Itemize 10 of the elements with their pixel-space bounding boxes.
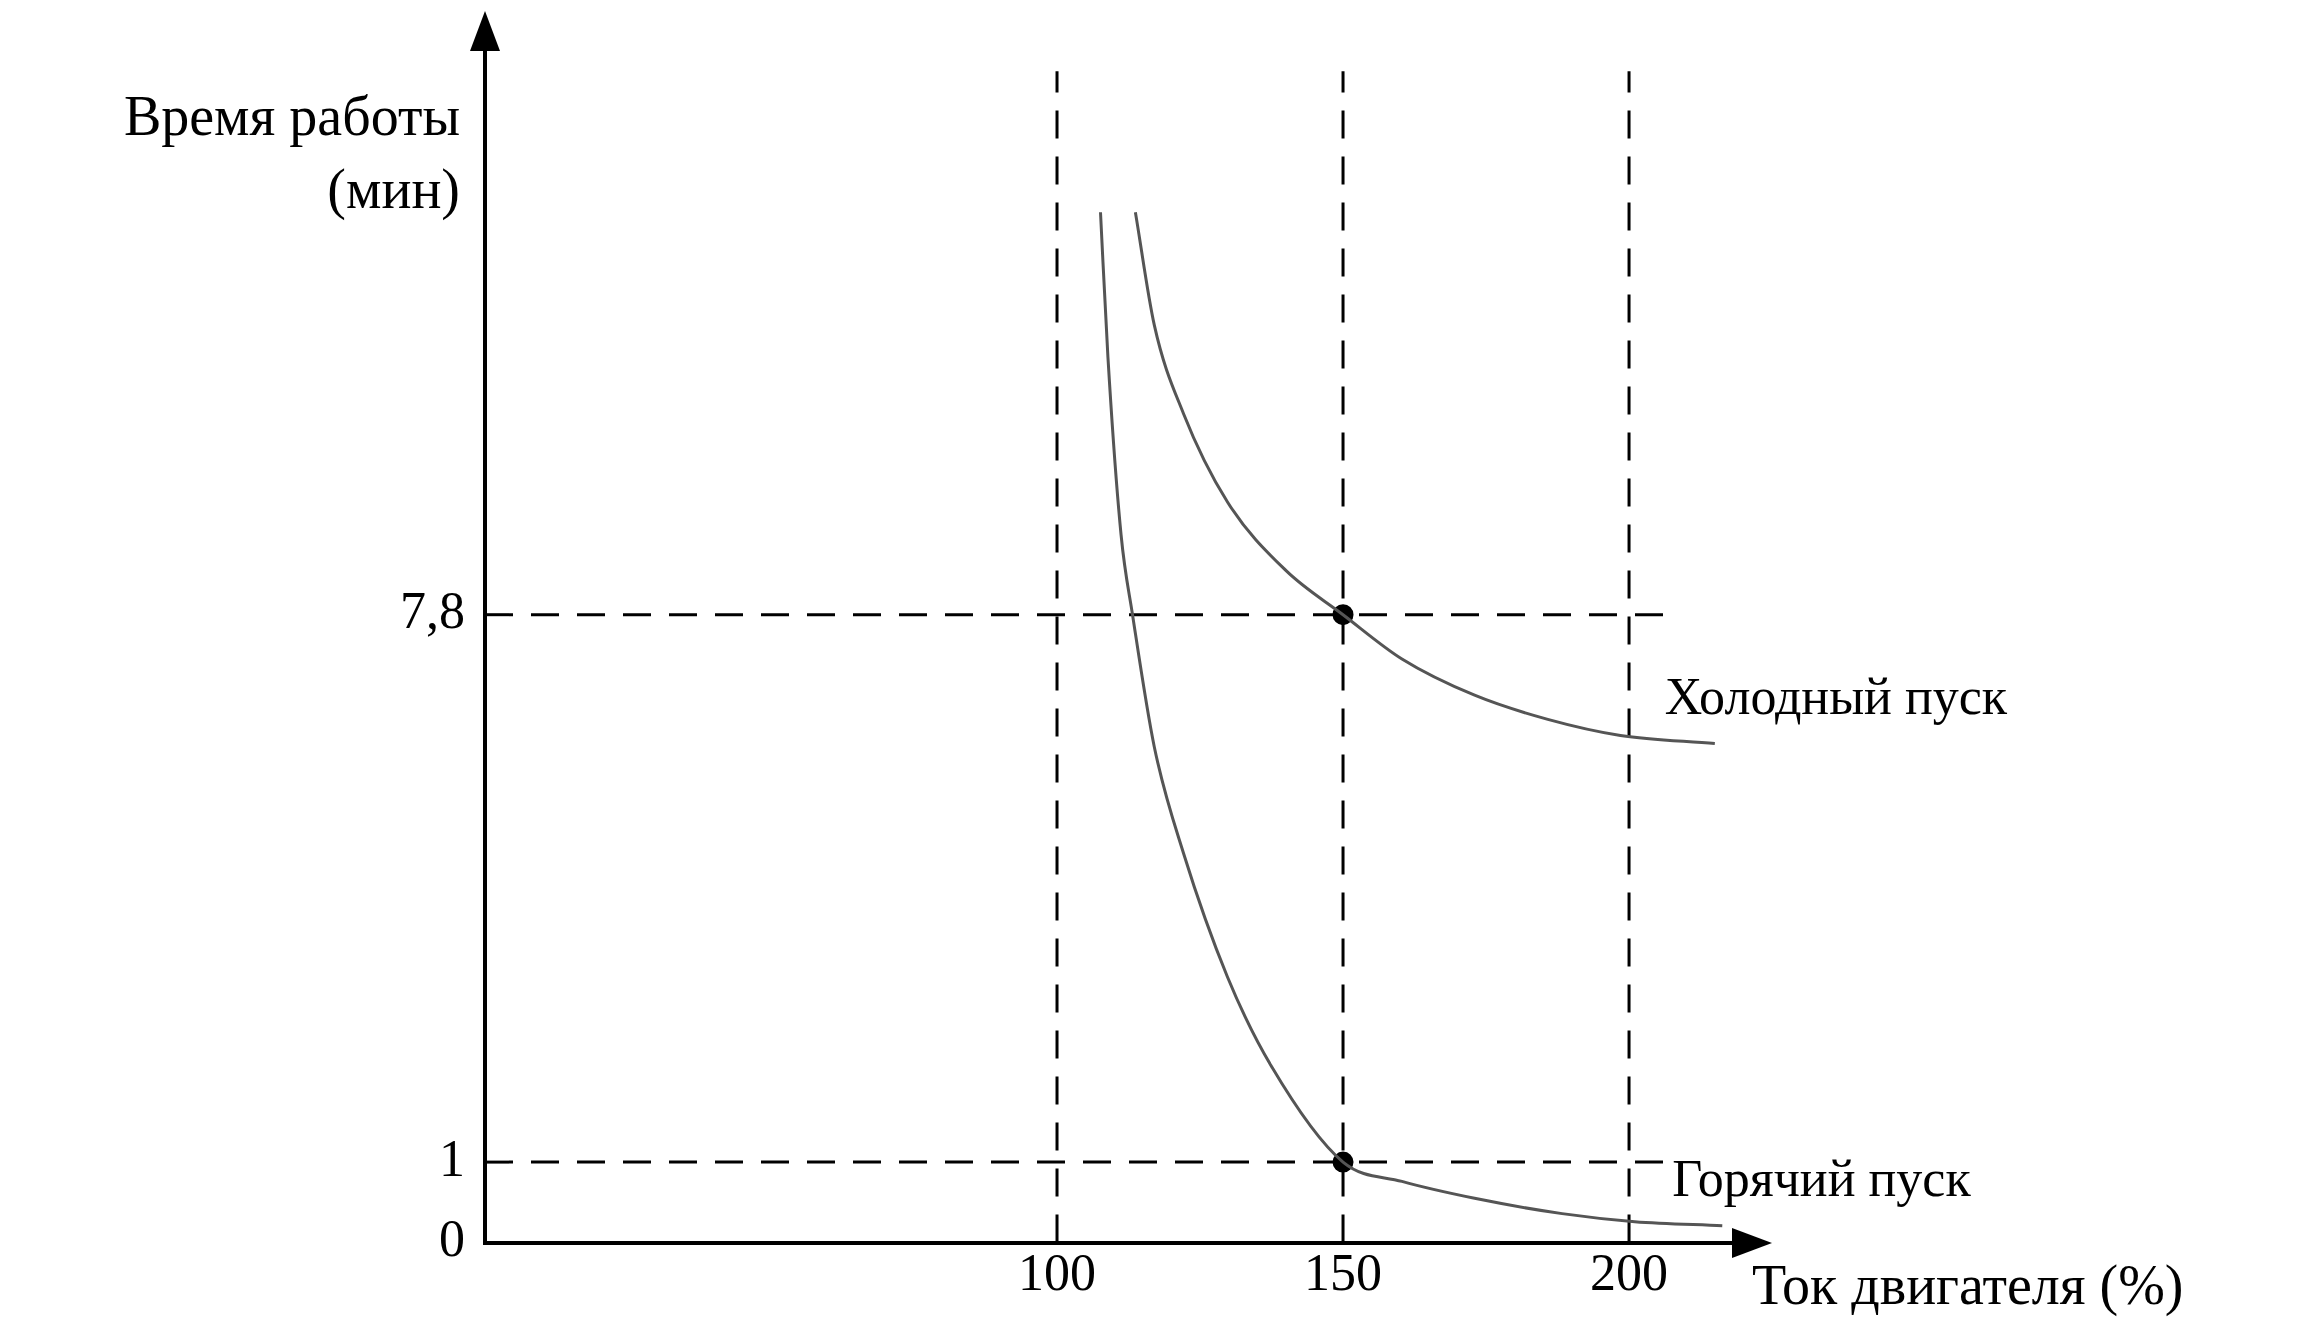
y-tick-label: 1: [439, 1129, 465, 1187]
y-tick-label: 0: [439, 1210, 465, 1268]
y-axis-title: Время работы (мин): [122, 84, 460, 222]
series-label: Холодный пуск: [1664, 667, 2008, 725]
y-tick-label: 7,8: [400, 582, 465, 640]
x-tick-label: 200: [1590, 1244, 1669, 1302]
series-label: Горячий пуск: [1672, 1149, 1972, 1207]
x-tick-label: 100: [1018, 1244, 1097, 1302]
x-tick-label: 150: [1304, 1244, 1383, 1302]
x-axis-title: Ток двигателя (%): [1752, 1252, 2184, 1317]
